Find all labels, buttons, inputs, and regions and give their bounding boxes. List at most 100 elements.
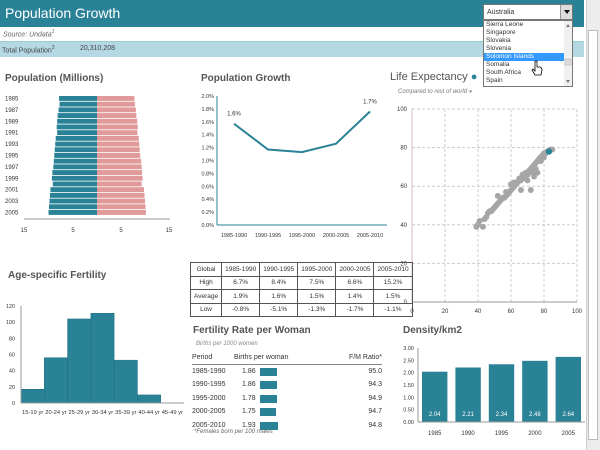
- y-tick-label: 1.00: [403, 395, 414, 401]
- y-tick-label: 0.50: [403, 408, 414, 414]
- dot-icon: ●: [468, 89, 473, 95]
- fertility-rate-subtitle: Births per 1000 women: [196, 341, 258, 347]
- ratio: 94.8: [368, 421, 382, 429]
- male-bar: [58, 107, 97, 113]
- table-cell: 2005-2010: [373, 262, 413, 277]
- table-cell: -5.1%: [259, 302, 299, 317]
- dropdown-scrollbar[interactable]: [564, 21, 572, 86]
- fertility-row: 1985-1990 1.86 95.0: [192, 365, 382, 379]
- table-row: High 6.7% 8.4% 7.5% 6.6% 15.2%: [189, 275, 413, 290]
- female-bar: [97, 204, 146, 210]
- male-bar: [54, 153, 97, 158]
- male-bar: [55, 141, 97, 147]
- female-bar: [97, 158, 142, 164]
- global-growth-table: Global 1985-1990 1990-1995 1995-2000 2000-20…: [189, 262, 413, 317]
- female-bar: [97, 113, 137, 118]
- ratio: 94.9: [368, 394, 382, 402]
- year-label: 1991: [5, 131, 19, 137]
- data-label: 2.34: [496, 412, 508, 418]
- dropdown-option[interactable]: Solomon Islands: [484, 53, 564, 61]
- y-tick-label: 20: [9, 385, 15, 391]
- period: 1990-1995: [192, 381, 226, 388]
- male-bar: [59, 101, 97, 107]
- growth-line: [233, 110, 371, 154]
- dropdown-option[interactable]: South Africa: [486, 69, 522, 76]
- dropdown-button[interactable]: [560, 5, 572, 19]
- y-tick-label: 1.2%: [201, 146, 214, 152]
- life-subtitle: Compared to rest of world ●: [398, 89, 472, 95]
- country-select[interactable]: Australia: [483, 4, 573, 20]
- dropdown-option[interactable]: Sierra Leone: [486, 21, 524, 28]
- births: 1.75: [242, 408, 256, 415]
- density-bar: [488, 364, 515, 422]
- fertility-footnote: *Females born per 100 males: [194, 429, 273, 435]
- x-tick-label: 45-49 yr: [162, 410, 183, 416]
- period: 1995-2000: [192, 394, 226, 402]
- fertility-row: 2005-2010 1.93 94.8: [192, 419, 382, 433]
- density-title: Density/km2: [403, 325, 462, 336]
- x-tick-label: 2000-2005: [323, 233, 349, 239]
- x-tick-label: 1990-1995: [255, 233, 281, 239]
- female-bar: [97, 153, 141, 158]
- y-tick-label: 60: [400, 184, 407, 190]
- x-tick-label: 30-34 yr: [92, 410, 113, 416]
- x-tick-label: 15: [21, 228, 28, 234]
- source-label: Source: Undata: [3, 31, 52, 39]
- table-cell: 2000-2005: [335, 262, 375, 277]
- total-label-text: Total Population: [2, 47, 52, 55]
- y-tick-label: 0.8%: [201, 171, 214, 177]
- table-cell: 15.2%: [373, 275, 413, 290]
- table-cell: Global: [189, 262, 223, 277]
- dropdown-option[interactable]: Slovakia: [486, 37, 511, 44]
- y-tick-label: 40: [9, 369, 15, 375]
- births-bar: [260, 408, 277, 416]
- female-bar: [97, 118, 138, 124]
- dropdown-option[interactable]: Slovenia: [486, 45, 511, 52]
- y-tick-label: 1.8%: [201, 107, 214, 113]
- hand-cursor-icon: [531, 60, 543, 76]
- density-bar-chart: 0.00 0.50 1.00 1.50 2.00 2.50 3.00 2.04 1985 2.21…: [403, 346, 585, 437]
- births-bar: [260, 421, 278, 430]
- fertility-bar: [67, 318, 92, 404]
- selected-country-point: [545, 148, 553, 155]
- page-title: Population Growth: [5, 5, 121, 21]
- births-bar: [260, 394, 277, 403]
- country-dropdown-list[interactable]: Sierra Leone Singapore Slovakia Slovenia Sol…: [483, 20, 573, 87]
- female-bar: [97, 107, 136, 113]
- female-bar: [97, 141, 140, 147]
- year-label: 1993: [5, 142, 19, 148]
- y-tick-label: 3.00: [403, 346, 414, 352]
- x-tick-label: 15-19 yr: [22, 410, 43, 416]
- data-label: 2.21: [462, 412, 474, 418]
- fertility-bar: [20, 389, 45, 404]
- table-cell: 6.6%: [335, 275, 375, 290]
- table-cell: 1.4%: [335, 289, 375, 304]
- year-label: 2001: [5, 188, 19, 194]
- dropdown-option[interactable]: Somalia: [486, 61, 510, 68]
- year-label: 1995: [5, 154, 19, 160]
- year-label: 1985: [5, 97, 19, 103]
- dropdown-option[interactable]: Spain: [486, 77, 503, 84]
- table-cell: 1985-1990: [221, 262, 261, 277]
- scrollbar-thumb[interactable]: [588, 30, 598, 440]
- y-tick-label: 2.00: [403, 371, 414, 377]
- y-tick-label: 0.4%: [201, 197, 214, 203]
- male-bar: [59, 96, 97, 101]
- x-tick-label: 20-24 yr: [45, 410, 66, 416]
- data-label: 2.48: [529, 412, 541, 418]
- country-point: [527, 187, 534, 194]
- scroll-arrows-icon: [564, 24, 572, 83]
- male-bar: [57, 130, 97, 136]
- y-tick-label: 2.50: [403, 358, 414, 364]
- female-bar: [97, 130, 138, 136]
- dropdown-option[interactable]: Singapore: [486, 29, 516, 36]
- table-row: Global 1985-1990 1990-1995 1995-2000 2000-20…: [189, 262, 413, 277]
- male-bar: [52, 181, 97, 187]
- country-point: [534, 169, 541, 176]
- x-tick-label: 1985-1990: [221, 233, 247, 239]
- x-tick-label: 1995-2000: [289, 233, 315, 239]
- x-tick-label: 2000: [528, 431, 542, 437]
- table-cell: 1995-2000: [297, 262, 337, 277]
- births: 1.86: [242, 367, 256, 375]
